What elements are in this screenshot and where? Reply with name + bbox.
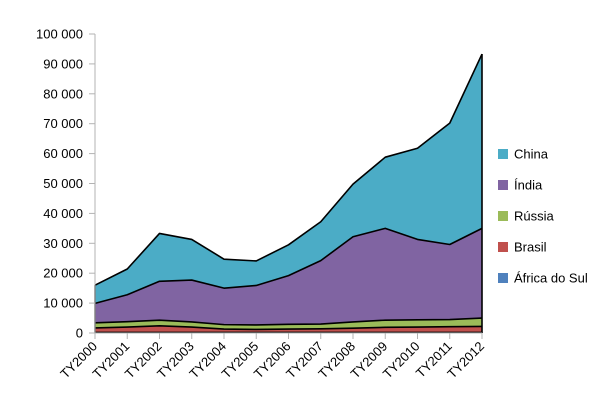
x-tick-label: TY2012 — [444, 339, 487, 382]
y-tick-label: 40 000 — [43, 206, 83, 221]
y-tick-label: 10 000 — [43, 296, 83, 311]
x-tick-label: TY2010 — [380, 339, 423, 382]
y-tick-label: 20 000 — [43, 266, 83, 281]
y-tick-label: 90 000 — [43, 56, 83, 71]
legend: China Índia Rússia Brasil África do Sul — [498, 147, 588, 286]
series-line-india — [94, 227, 483, 305]
y-tick-label: 100 000 — [36, 27, 83, 42]
legend-label: África do Sul — [514, 271, 588, 286]
series-line-russia — [94, 317, 483, 326]
series-line-brasil — [94, 325, 483, 331]
area-layers — [94, 53, 483, 334]
y-tick-label: 60 000 — [43, 146, 83, 161]
series-line-china — [94, 53, 483, 286]
y-tick-label: 80 000 — [43, 86, 83, 101]
legend-item-russia[interactable]: Rússia — [498, 209, 555, 224]
legend-item-africa-do-sul[interactable]: África do Sul — [498, 271, 588, 286]
legend-item-india[interactable]: Índia — [498, 178, 543, 193]
y-tick-label: 0 — [76, 326, 83, 341]
legend-label: Brasil — [514, 240, 547, 255]
legend-label: Índia — [514, 178, 543, 193]
legend-swatch — [498, 242, 508, 252]
legend-swatch — [498, 149, 508, 159]
y-tick-label: 30 000 — [43, 236, 83, 251]
legend-item-brasil[interactable]: Brasil — [498, 240, 547, 255]
area-china[interactable] — [95, 54, 482, 304]
legend-item-china[interactable]: China — [498, 147, 549, 162]
legend-swatch — [498, 273, 508, 283]
legend-swatch — [498, 211, 508, 221]
area-india[interactable] — [95, 228, 482, 325]
y-tick-label: 70 000 — [43, 116, 83, 131]
legend-label: Rússia — [514, 209, 555, 224]
y-tick-label: 50 000 — [43, 176, 83, 191]
legend-label: China — [514, 147, 549, 162]
legend-swatch — [498, 180, 508, 190]
